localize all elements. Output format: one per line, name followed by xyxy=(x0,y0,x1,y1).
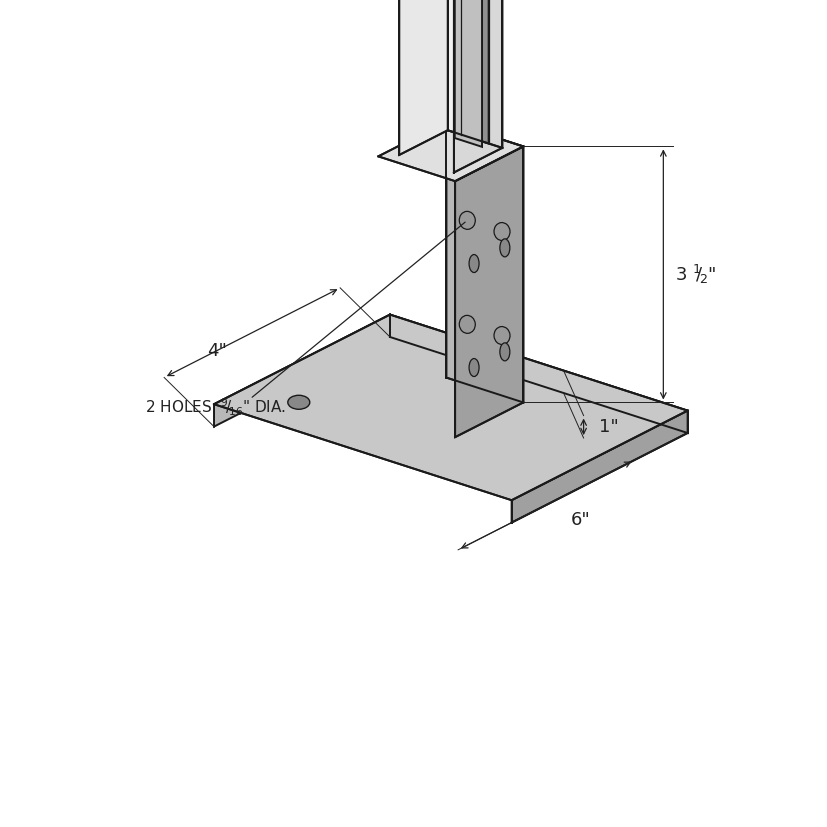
Polygon shape xyxy=(214,314,390,427)
Ellipse shape xyxy=(469,359,479,376)
Ellipse shape xyxy=(500,343,510,361)
Ellipse shape xyxy=(494,327,510,345)
Ellipse shape xyxy=(500,239,510,257)
Polygon shape xyxy=(455,146,523,437)
Polygon shape xyxy=(214,314,687,500)
Polygon shape xyxy=(512,410,687,523)
Polygon shape xyxy=(455,0,482,147)
Polygon shape xyxy=(461,0,489,143)
Text: 3 $^{\mathregular{1\!}}\!/\!_{\mathregular{2}}$": 3 $^{\mathregular{1\!}}\!/\!_{\mathregul… xyxy=(676,263,717,286)
Polygon shape xyxy=(399,0,447,155)
Ellipse shape xyxy=(459,315,476,333)
Text: 1": 1" xyxy=(599,418,619,436)
Polygon shape xyxy=(447,0,502,148)
Polygon shape xyxy=(454,0,502,173)
Text: 6": 6" xyxy=(571,511,590,529)
Ellipse shape xyxy=(469,255,479,273)
Polygon shape xyxy=(378,122,523,181)
Ellipse shape xyxy=(288,395,310,409)
Polygon shape xyxy=(447,122,523,403)
Ellipse shape xyxy=(459,212,476,229)
Text: 4": 4" xyxy=(208,342,227,360)
Text: 2 HOLES  $^{\mathregular{9}}\!/\!_{\mathregular{16}}$" DIA.: 2 HOLES $^{\mathregular{9}}\!/\!_{\mathr… xyxy=(145,396,286,418)
Polygon shape xyxy=(390,314,687,433)
Ellipse shape xyxy=(494,222,510,241)
